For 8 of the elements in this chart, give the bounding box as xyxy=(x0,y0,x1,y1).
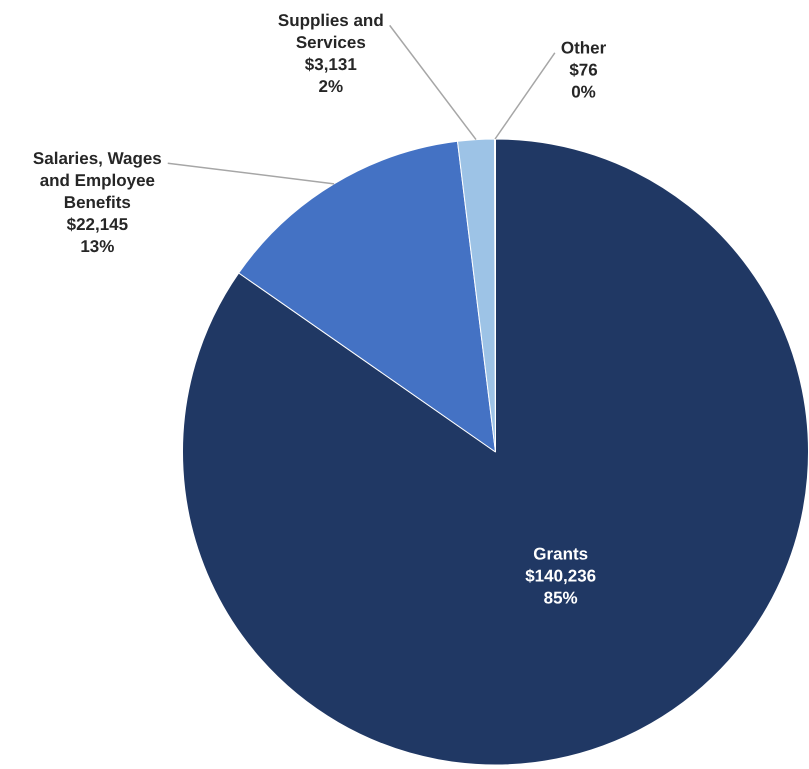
data-label: $76 0% xyxy=(569,60,598,102)
slice-label: Supplies and Services xyxy=(278,11,384,52)
data-label: $22,145 13% xyxy=(66,214,128,256)
slice-label: Other xyxy=(560,38,607,58)
slice-label: Salaries, Wages and Employee Benefits xyxy=(32,148,162,212)
data-label: $140,236 85% xyxy=(525,566,596,608)
slice-label: Grants xyxy=(533,544,588,564)
data-label: $3,131 2% xyxy=(304,55,357,96)
